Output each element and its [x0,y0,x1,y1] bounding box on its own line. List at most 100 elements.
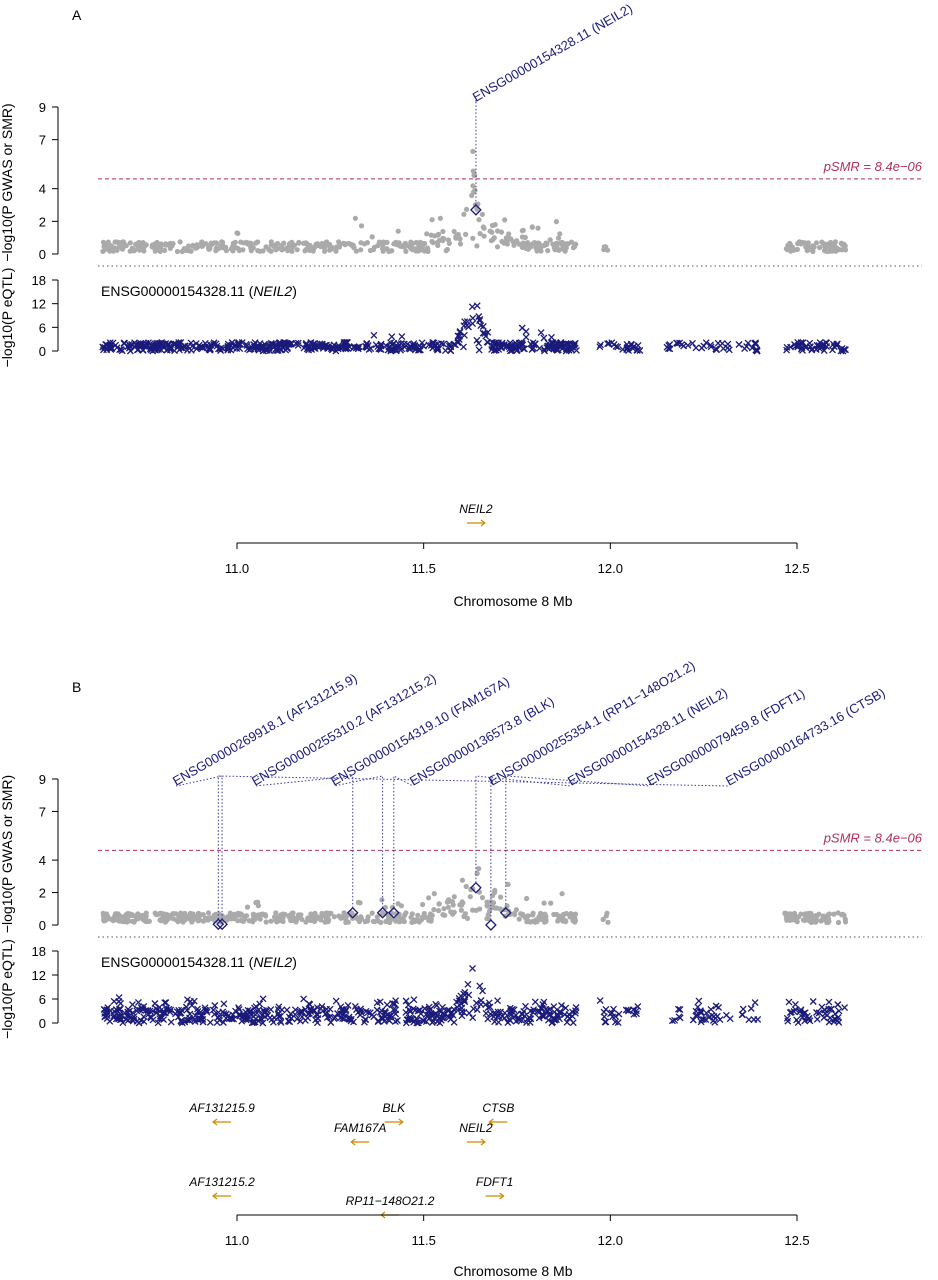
gwas-point [240,918,246,925]
gwas-point [498,229,505,235]
eqtl-point [300,344,308,352]
eqtl-point [552,339,560,347]
eqtl-point [837,347,845,355]
eqtl-point [384,1016,392,1024]
gwas-point [135,244,141,250]
eqtl-point [137,1016,145,1024]
gene-arrow-head [488,1118,494,1126]
gwas-point [143,910,149,916]
gene-label: CTSB [482,1101,514,1115]
smr-diamond-point [212,918,225,931]
eqtl-point [103,1012,111,1020]
gwas-point [820,915,826,921]
gwas-point [547,237,553,243]
eqtl-point [447,346,454,354]
gwas-point [536,242,542,248]
gene-label: AF131215.9 [188,1101,255,1115]
eqtl-point [522,333,530,341]
eqtl-point [293,1015,301,1023]
eqtl-point [633,346,641,354]
eqtl-point [469,320,477,328]
eqtl-point [518,324,526,332]
eqtl-point [380,1017,388,1025]
gwas-point [810,913,816,919]
eqtl-point [815,1009,823,1017]
eqtl-point [479,987,487,995]
gwas-point [251,912,257,918]
eqtl-point [294,341,302,349]
eqtl-point [238,1017,246,1025]
gwas-point [783,246,790,252]
eqtl-point [152,1009,160,1017]
x-tick-label: 12.5 [784,561,809,576]
eqtl-point [414,1007,422,1015]
eqtl-point [373,1006,381,1014]
eqtl-point [259,1019,267,1027]
eqtl-point [235,1005,243,1013]
eqtl-y-tick-label: 12 [32,968,46,983]
gwas-point [559,246,566,252]
gwas-point [384,239,390,245]
eqtl-point [166,342,174,350]
eqtl-point [475,339,483,347]
eqtl-point [307,339,315,347]
eqtl-point [668,1017,676,1025]
gwas-point [278,917,284,923]
gwas-point [358,247,364,253]
gwas-point [127,248,133,254]
eqtl-point [256,1000,264,1008]
eqtl-point [689,339,696,347]
eqtl-points [99,302,849,355]
eqtl-point [793,1016,801,1024]
gwas-point [268,918,274,924]
gwas-y-axis-title: −log10(P GWAS or SMR) [0,775,15,933]
eqtl-point [627,340,635,348]
smr-diamond-point [485,919,497,931]
eqtl-point [614,343,622,351]
gwas-point [492,222,498,228]
gwas-point [516,241,522,247]
gwas-point [181,913,187,919]
gwas-point [291,242,298,248]
gwas-point [402,240,408,247]
gwas-point [505,236,511,242]
gwas-point [522,234,528,241]
eqtl-point [829,340,837,348]
gwas-point [136,239,142,246]
gwas-point [403,248,409,254]
eqtl-point [112,1006,120,1014]
eqtl-point [416,1006,424,1014]
panel-b-letter: B [72,679,81,695]
eqtl-point [103,1006,111,1014]
gwas-point [358,240,364,246]
gwas-point [463,206,470,212]
eqtl-point [563,1018,571,1026]
eqtl-point [818,342,825,349]
eqtl-y-tick-label: 6 [39,992,46,1007]
gwas-point [263,919,269,925]
x-tick-label: 12.0 [598,561,623,576]
eqtl-point [818,1003,826,1011]
gwas-point [787,242,794,248]
eqtl-point [456,332,464,340]
gwas-point [502,217,508,223]
gwas-point [511,910,518,917]
eqtl-point [211,1002,219,1009]
eqtl-point [178,1018,185,1026]
gwas-point [152,241,158,247]
gwas-point [146,918,152,924]
gwas-point [129,918,135,924]
eqtl-point [825,1018,833,1026]
eqtl-point [377,342,385,350]
eqtl-point [394,343,402,351]
gwas-point [170,911,176,917]
eqtl-point [402,997,410,1005]
gwas-point [379,897,385,903]
gwas-point [388,248,394,254]
gwas-point [451,894,457,900]
gwas-point [192,914,198,920]
eqtl-point [190,997,198,1005]
eqtl-point [376,998,384,1006]
gwas-y-tick-label: 0 [39,918,46,933]
gwas-point [530,912,536,918]
